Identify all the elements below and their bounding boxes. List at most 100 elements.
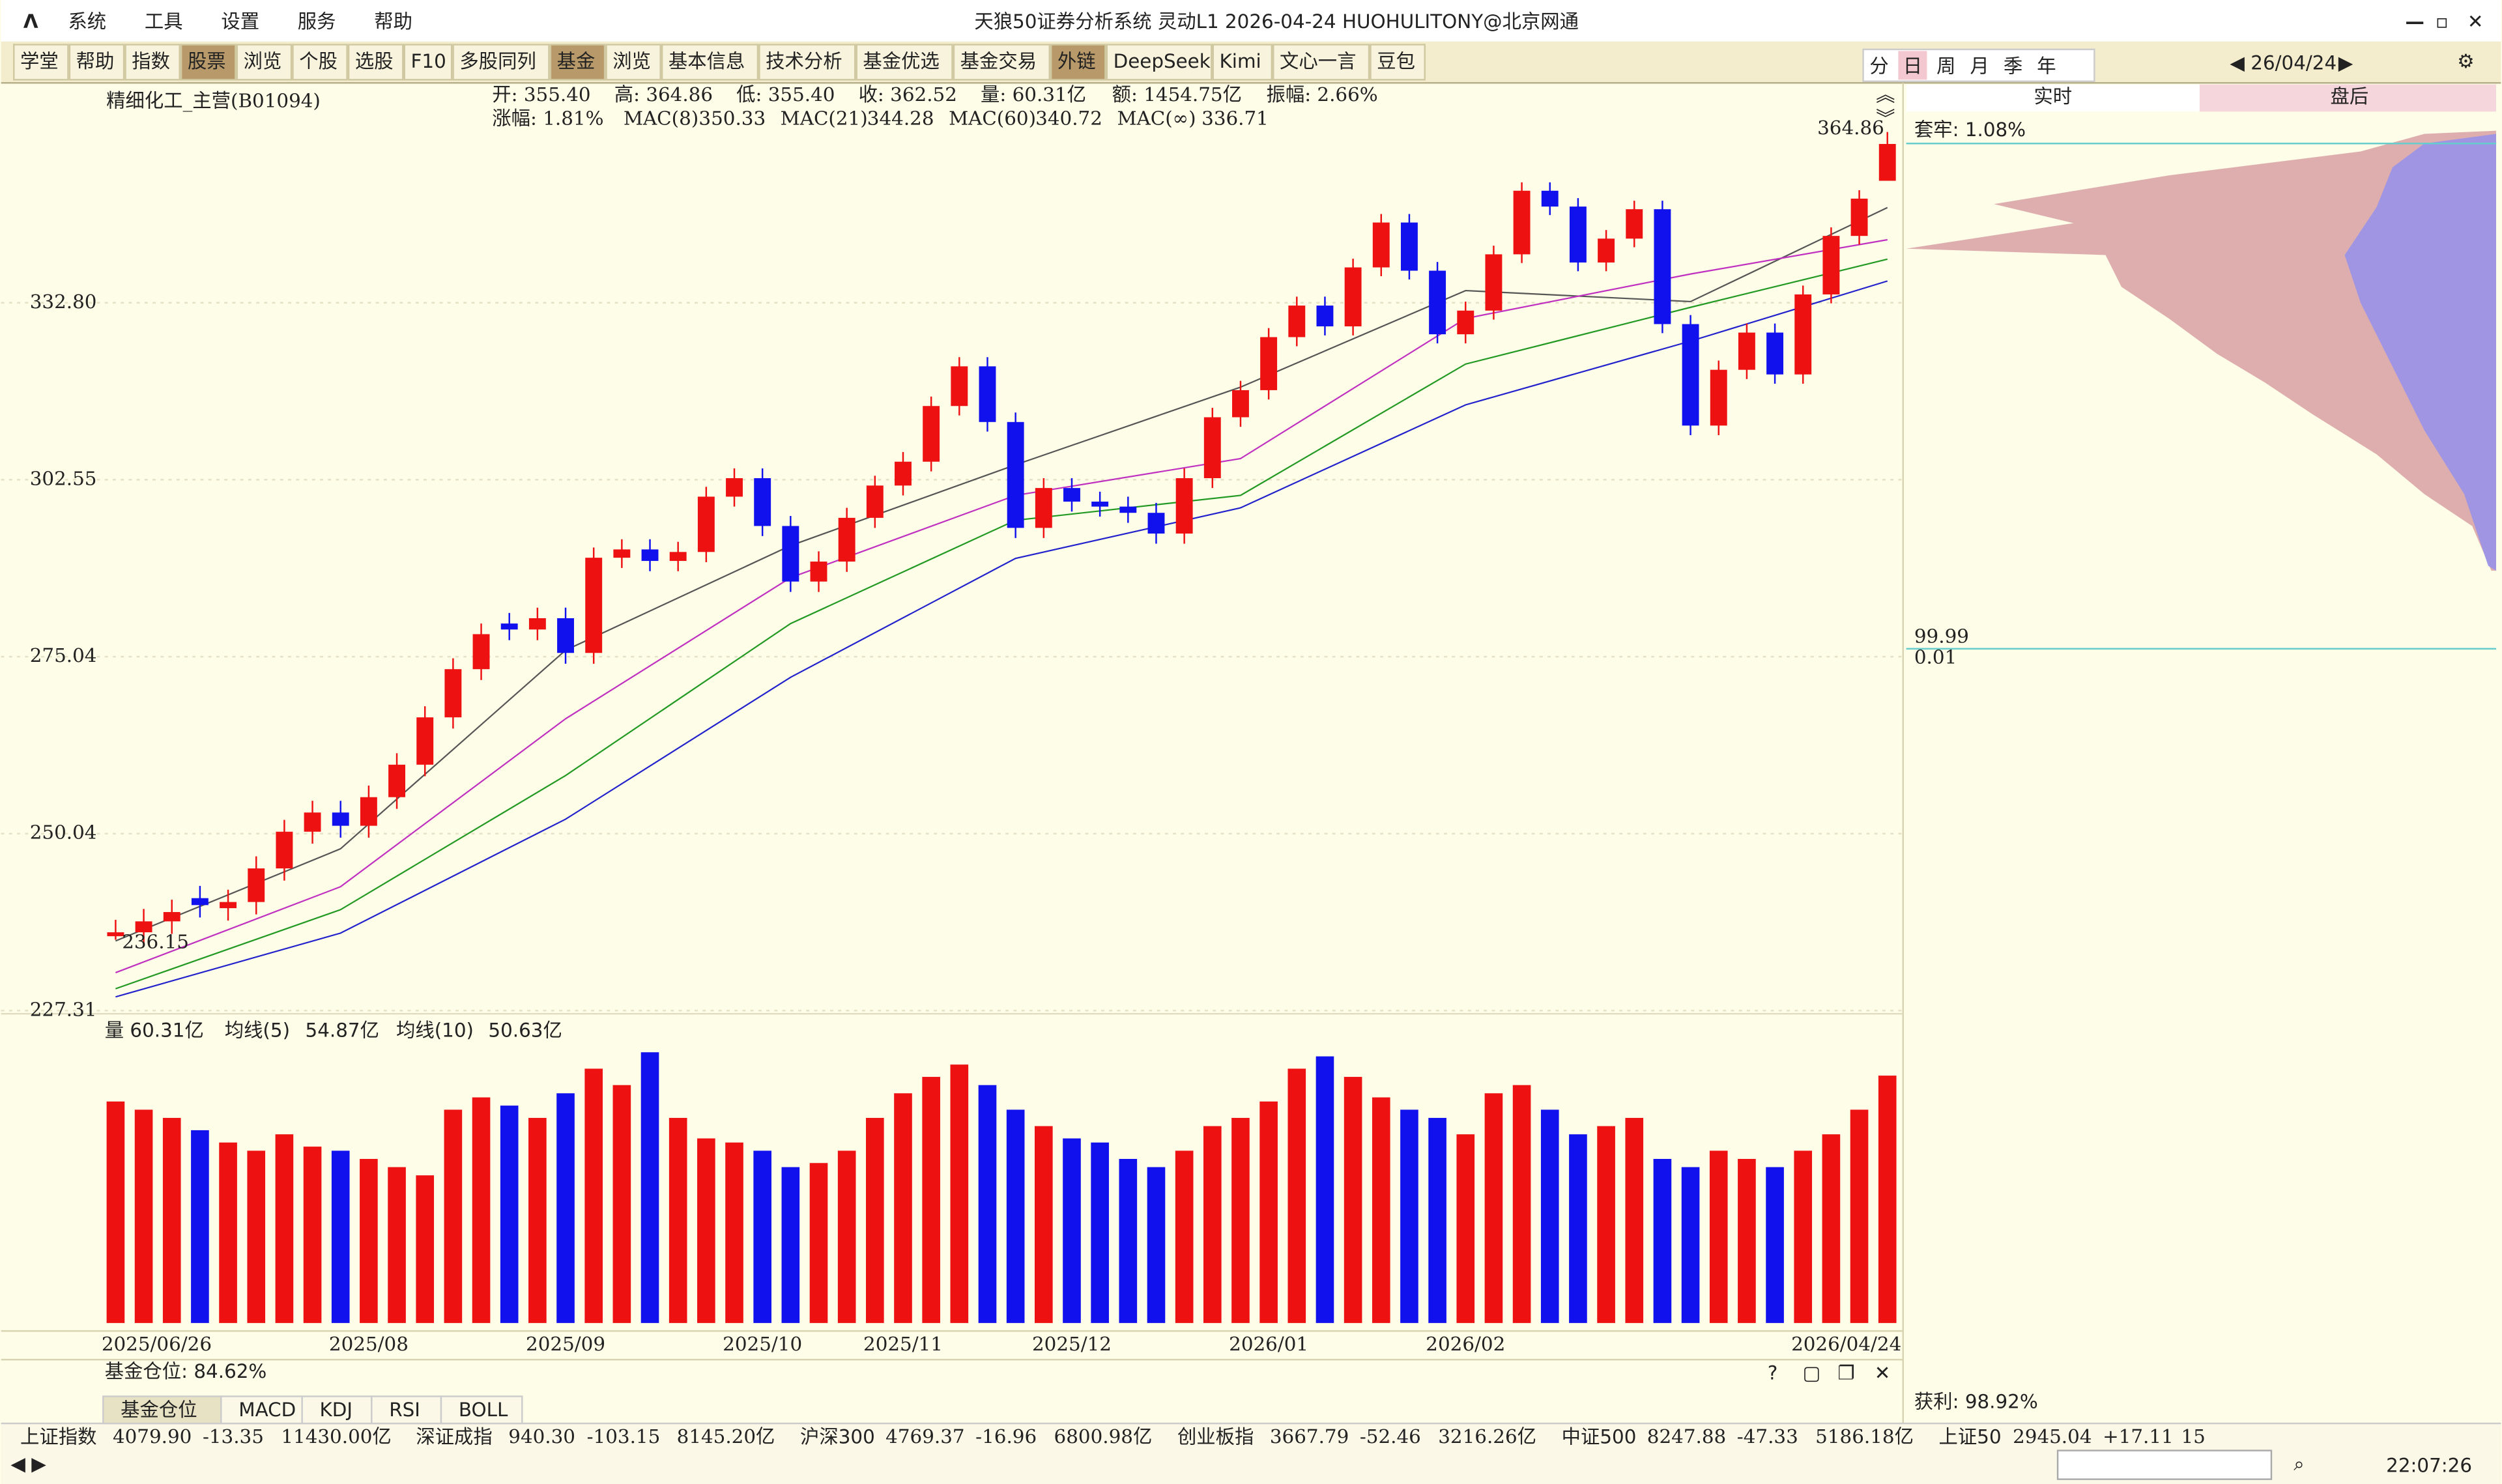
indicator-tab-label[interactable]: BOLL xyxy=(459,1399,508,1421)
toolbar-button[interactable] xyxy=(1212,44,1273,81)
indicator-tab-label[interactable]: 基金仓位 xyxy=(121,1399,197,1421)
candle-body xyxy=(585,558,603,653)
volume-bar xyxy=(134,1109,153,1323)
menu-item[interactable]: 系统 xyxy=(68,10,106,33)
candle-body xyxy=(1654,209,1671,324)
x-tick-label: 2025/11 xyxy=(863,1333,943,1355)
toolbar-label[interactable]: 选股 xyxy=(355,50,394,72)
toolbar-label[interactable]: 学堂 xyxy=(20,50,59,72)
date-nav[interactable]: 26/04/24 xyxy=(2250,51,2337,74)
volume-bar xyxy=(1456,1134,1475,1323)
pane-controls[interactable]: ? ▢ ❐ ✕ xyxy=(1768,1362,1891,1384)
toolbar-button[interactable] xyxy=(661,44,759,81)
svg-text:▢: ▢ xyxy=(1803,1362,1821,1384)
candle-body xyxy=(1710,369,1727,426)
ticker-name[interactable]: 深证成指 xyxy=(416,1426,492,1448)
scroll-up[interactable]: ︽ xyxy=(1876,83,1895,106)
search-box[interactable] xyxy=(2056,1449,2273,1480)
toolbar-button[interactable] xyxy=(347,44,404,81)
nav-next[interactable]: ▶ xyxy=(2338,51,2353,74)
toolbar-label[interactable]: 技术分析 xyxy=(766,50,842,72)
volume-bar xyxy=(584,1068,603,1323)
search-icon[interactable]: ⌕ xyxy=(2294,1453,2304,1475)
toolbar-label[interactable]: 基金 xyxy=(557,50,596,72)
toolbar-label[interactable]: 多股同列 xyxy=(459,50,536,72)
window-controls[interactable]: — ▫ ✕ xyxy=(2406,10,2484,33)
indicator-tab-label[interactable]: MACD xyxy=(238,1399,296,1421)
ticker-name[interactable]: 创业板指 xyxy=(1177,1426,1254,1448)
toolbar-button[interactable] xyxy=(758,44,856,81)
ticker-change: -103.15 xyxy=(587,1425,661,1448)
volume-bar xyxy=(640,1052,659,1323)
toolbar-button[interactable] xyxy=(1106,44,1213,81)
toolbar-label[interactable]: Kimi xyxy=(1220,50,1261,72)
period-tab[interactable]: 月 xyxy=(1970,55,1989,77)
toolbar-label[interactable]: 基金优选 xyxy=(863,50,939,72)
panel-tab[interactable]: 盘后 xyxy=(2331,85,2369,107)
toolbar-label[interactable]: 基金交易 xyxy=(960,50,1037,72)
toolbar-button[interactable] xyxy=(124,44,180,81)
clock: 22:07:26 xyxy=(2386,1455,2472,1477)
period-tab[interactable]: 年 xyxy=(2037,55,2056,77)
ticker-name[interactable]: 沪深300 xyxy=(800,1426,875,1448)
ticker-name[interactable]: 上证50 xyxy=(1939,1426,2002,1448)
ticker-name[interactable]: 上证指数 xyxy=(20,1426,96,1448)
period-tab[interactable]: 周 xyxy=(1936,55,1955,77)
toolbar-label[interactable]: 个股 xyxy=(299,50,338,72)
toolbar-label[interactable]: 股票 xyxy=(188,50,226,72)
toolbar-label[interactable]: 帮助 xyxy=(76,50,115,72)
candle-body xyxy=(641,549,659,562)
nav-prev[interactable]: ◀ xyxy=(2230,51,2245,74)
period-tab[interactable]: 分 xyxy=(1869,55,1888,77)
indicator-tab[interactable] xyxy=(220,1395,303,1425)
menu-item[interactable]: 服务 xyxy=(298,10,336,33)
toolbar-button[interactable] xyxy=(856,44,953,81)
toolbar-label[interactable]: F10 xyxy=(411,50,446,72)
toolbar-label[interactable]: 文心一言 xyxy=(1280,50,1356,72)
toolbar-label[interactable]: 外链 xyxy=(1057,50,1096,72)
toolbar-button[interactable] xyxy=(452,44,550,81)
toolbar-label[interactable]: 基本信息 xyxy=(669,50,745,72)
ticker-name[interactable]: 中证500 xyxy=(1562,1426,1637,1448)
chart-title: 精细化工_主营(B01094) xyxy=(106,90,321,113)
toolbar-button[interactable] xyxy=(1050,44,1106,81)
period-tab[interactable]: 日 xyxy=(1903,55,1922,77)
indicator-tab-label[interactable]: RSI xyxy=(389,1399,420,1421)
window-title: 天狼50证券分析系统 灵动L1 2026-04-24 HUOHULITONY@北… xyxy=(974,10,1579,33)
menu-item[interactable]: 工具 xyxy=(145,10,183,33)
indicator-tab[interactable] xyxy=(440,1395,523,1425)
menu-item[interactable]: 帮助 xyxy=(374,10,412,33)
toolbar-label[interactable]: 浏览 xyxy=(244,50,282,72)
toolbar-button[interactable] xyxy=(605,44,661,81)
toolbar-button[interactable] xyxy=(13,44,69,81)
toolbar-button[interactable] xyxy=(1273,44,1370,81)
indicator-tab[interactable] xyxy=(301,1395,373,1425)
toolbar-button[interactable] xyxy=(180,44,237,81)
toolbar-button[interactable] xyxy=(953,44,1050,81)
toolbar-button[interactable] xyxy=(1370,44,1426,81)
ticker-scroll[interactable]: ◀ ▶ xyxy=(10,1453,46,1475)
toolbar-label[interactable]: DeepSeek xyxy=(1114,50,1211,72)
toolbar-button[interactable] xyxy=(68,44,125,81)
volume-bar xyxy=(388,1167,406,1323)
toolbar-label[interactable]: 豆包 xyxy=(1377,50,1415,72)
menu-item[interactable]: 设置 xyxy=(221,10,259,33)
toolbar-button[interactable] xyxy=(549,44,606,81)
indicator-tab-label[interactable]: KDJ xyxy=(320,1399,353,1421)
candle-body xyxy=(1260,337,1278,390)
settings-icon[interactable]: ⚙ xyxy=(2457,50,2474,72)
indicator-tab[interactable] xyxy=(371,1395,442,1425)
toolbar-button[interactable] xyxy=(403,44,453,81)
toolbar-label[interactable]: 指数 xyxy=(132,50,170,72)
candle-body xyxy=(1232,390,1249,418)
ticker-value: 8247.88 xyxy=(1647,1425,1726,1448)
toolbar-button[interactable] xyxy=(236,44,293,81)
volume-bar xyxy=(837,1150,856,1323)
indicator-tab[interactable] xyxy=(102,1395,222,1425)
volume-bar xyxy=(1794,1150,1813,1323)
toolbar-button[interactable] xyxy=(292,44,348,81)
scroll-down[interactable]: ︾ xyxy=(1876,107,1895,130)
toolbar-label[interactable]: 浏览 xyxy=(612,50,651,72)
panel-tab[interactable]: 实时 xyxy=(2034,85,2072,107)
period-tab[interactable]: 季 xyxy=(2004,55,2022,77)
